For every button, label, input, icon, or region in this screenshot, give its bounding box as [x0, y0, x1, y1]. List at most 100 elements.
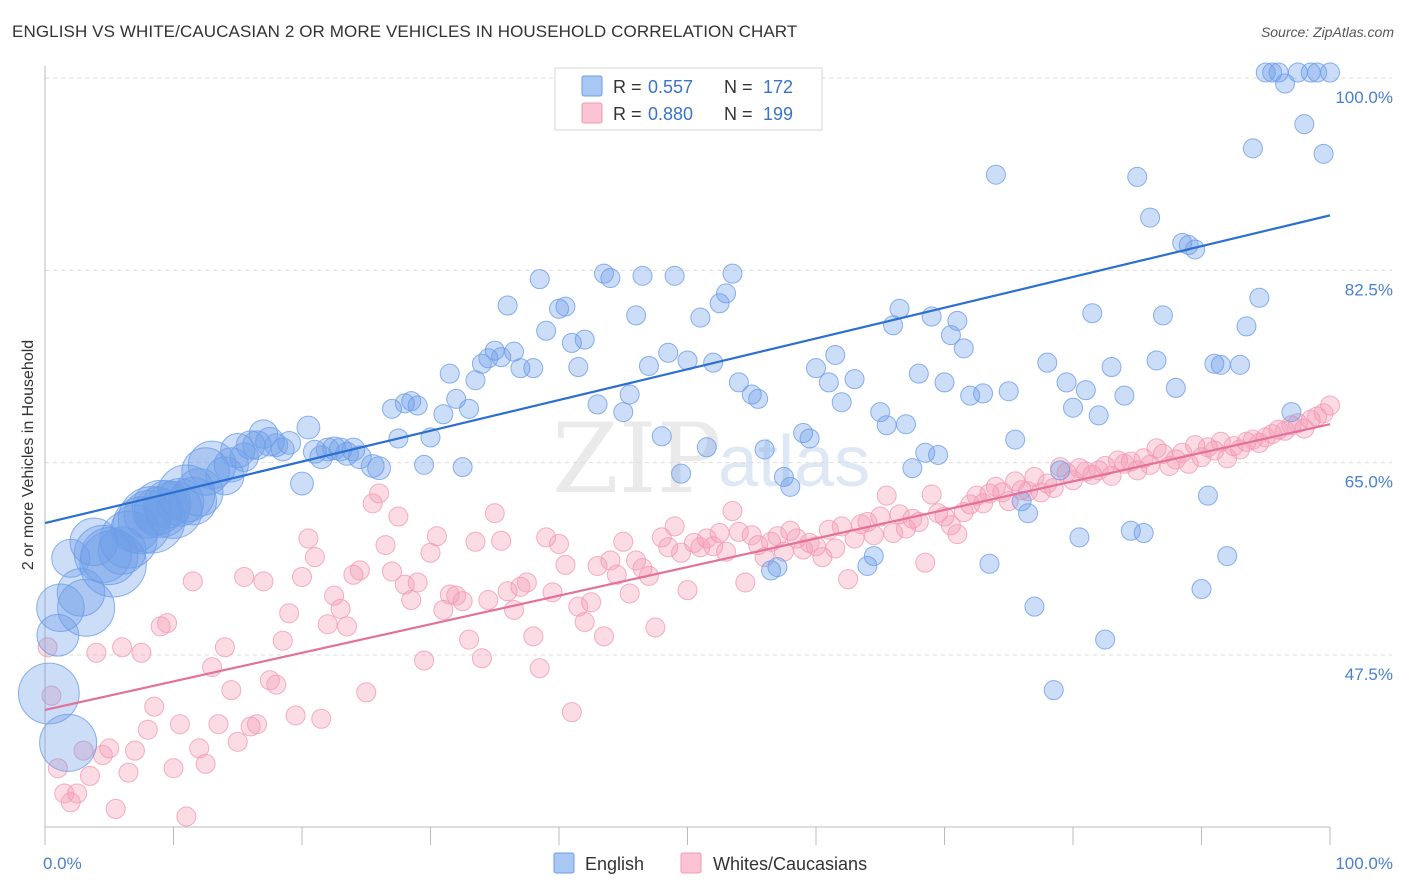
white-point — [47, 758, 68, 779]
english-point — [1230, 354, 1251, 375]
english-point — [1088, 405, 1109, 426]
english-point — [561, 332, 582, 353]
white-point — [561, 702, 582, 723]
english-point — [1275, 73, 1296, 94]
white-point — [182, 571, 203, 592]
english-point — [1236, 316, 1257, 337]
english-point — [1063, 397, 1083, 418]
english-point — [1191, 579, 1212, 600]
english-point — [255, 427, 285, 457]
white-point — [169, 714, 190, 735]
white-point — [484, 503, 505, 524]
english-point — [1313, 143, 1334, 164]
white-point — [214, 637, 235, 658]
english-point — [934, 372, 955, 393]
x-tick-labels: 0.0% 100.0% — [43, 854, 1393, 873]
white-point — [728, 521, 749, 542]
white-point — [703, 536, 724, 557]
white-point — [1146, 438, 1167, 459]
white-point — [221, 680, 242, 701]
english-point — [947, 310, 968, 331]
english-point — [1294, 114, 1315, 135]
english-point — [806, 358, 826, 379]
watermark-zip: ZIP — [552, 403, 721, 515]
english-point — [39, 713, 98, 772]
english-point — [613, 402, 634, 423]
legend-n-value-white: 199 — [763, 104, 793, 124]
english-point — [716, 283, 737, 304]
white-point — [362, 493, 383, 514]
english-point — [793, 422, 814, 443]
white-point — [131, 642, 152, 663]
white-point — [37, 637, 58, 658]
bottom-legend-label-english: English — [585, 854, 644, 874]
english-point — [863, 546, 884, 567]
white-point — [1178, 453, 1199, 474]
english-point — [555, 296, 576, 317]
top-legend: R = 0.557 N = 172 R = 0.880 N = 199 — [554, 67, 823, 131]
english-point — [626, 305, 647, 326]
english-point — [600, 268, 621, 289]
english-point — [696, 437, 717, 458]
white-point — [67, 783, 88, 804]
english-point — [187, 440, 237, 490]
white-point — [86, 642, 107, 663]
english-point — [1114, 385, 1135, 406]
white-point — [780, 520, 801, 541]
y-tick-label: 65.0% — [1345, 473, 1393, 492]
white-point — [536, 527, 557, 548]
white-point — [433, 599, 454, 620]
english-point — [264, 433, 289, 457]
legend-n-label-english: N = — [724, 77, 753, 97]
english-point — [213, 447, 249, 483]
source-label: Source: ZipAtlas.com — [1260, 24, 1394, 40]
english-point — [1249, 287, 1270, 308]
english-point — [347, 445, 372, 470]
english-point — [36, 583, 85, 632]
english-point — [1056, 372, 1077, 393]
english-point — [908, 363, 929, 384]
english-point — [536, 320, 557, 341]
x-tick-label-max: 100.0% — [1335, 854, 1393, 873]
white-point — [613, 531, 634, 552]
white-point — [208, 714, 229, 735]
white-point — [73, 740, 94, 761]
white-point — [195, 753, 216, 774]
white-point — [253, 571, 274, 592]
white-point — [330, 598, 351, 619]
english-point — [1075, 380, 1096, 401]
english-point — [181, 447, 230, 496]
english-point — [857, 555, 878, 576]
english-point — [112, 496, 171, 555]
english-point — [985, 164, 1006, 185]
english-point — [290, 471, 314, 496]
white-point — [446, 585, 467, 606]
white-point — [150, 616, 171, 637]
y-axis-label: 2 or more Vehicles in Household — [20, 340, 37, 570]
english-point — [1217, 546, 1238, 567]
white-point — [529, 658, 550, 679]
series-white-points — [37, 395, 1340, 827]
white-point — [863, 525, 884, 546]
english-point — [973, 383, 994, 404]
english-point — [664, 265, 685, 286]
white-point — [1320, 395, 1340, 416]
legend-n-label-white: N = — [724, 104, 753, 124]
white-point — [349, 560, 370, 581]
white-point — [593, 626, 614, 647]
white-point — [311, 708, 332, 729]
english-point — [142, 480, 192, 529]
white-point — [79, 765, 100, 786]
english-point — [1043, 680, 1064, 701]
english-point — [1242, 138, 1263, 159]
white-point — [709, 523, 730, 544]
white-point — [722, 501, 743, 522]
white-point — [883, 523, 904, 544]
x-tick-label-min: 0.0% — [43, 854, 82, 873]
english-point — [1005, 429, 1026, 450]
bottom-legend-swatch-white — [680, 852, 702, 874]
english-point — [825, 344, 846, 365]
english-point — [844, 369, 865, 390]
english-point — [459, 398, 480, 419]
english-point — [876, 415, 897, 436]
